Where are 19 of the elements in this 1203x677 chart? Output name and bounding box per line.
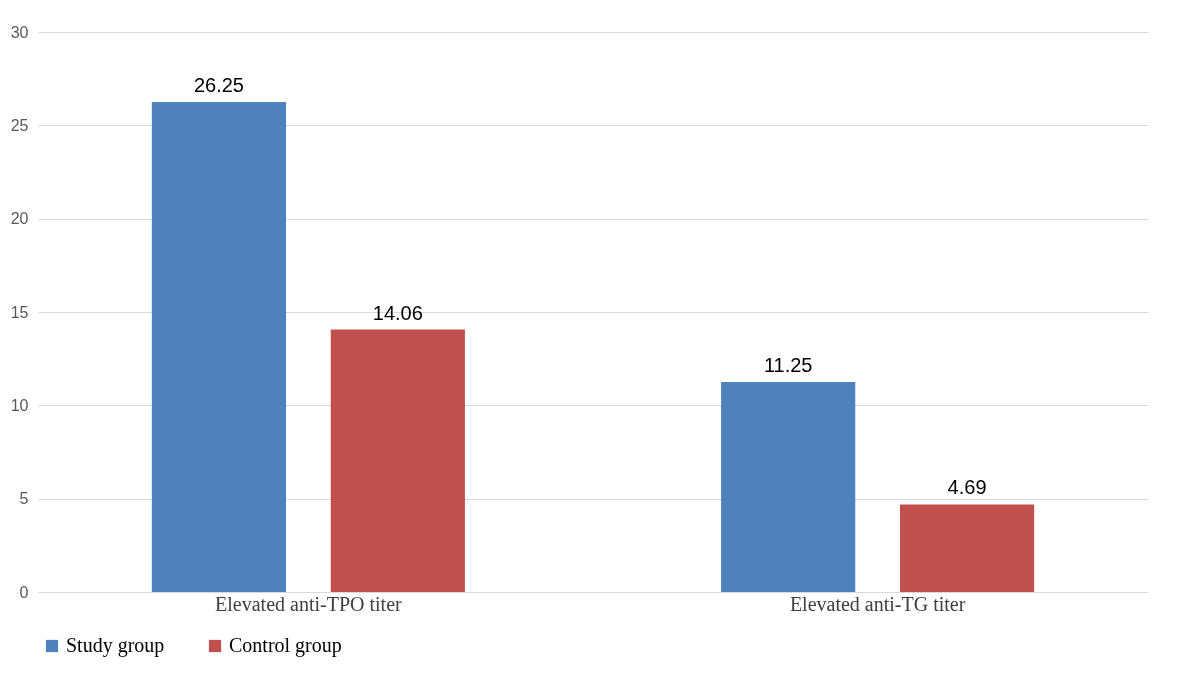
legend-label: Control group bbox=[229, 634, 342, 657]
bar bbox=[330, 329, 465, 592]
bar bbox=[151, 102, 287, 592]
x-tick-label: Elevated anti-TG titer bbox=[789, 592, 966, 615]
bar bbox=[721, 382, 856, 592]
y-tick-label: 10 bbox=[10, 396, 29, 414]
data-label: 4.69 bbox=[947, 476, 987, 499]
y-tick-label: 5 bbox=[19, 490, 29, 508]
y-tick-label: 0 bbox=[19, 583, 29, 601]
y-tick-label: 25 bbox=[10, 116, 29, 134]
data-label: 26.25 bbox=[193, 74, 244, 96]
x-tick-label: Elevated anti-TPO titer bbox=[215, 592, 403, 615]
y-tick-label: 30 bbox=[10, 23, 29, 41]
data-label: 11.25 bbox=[763, 354, 813, 376]
bar bbox=[899, 504, 1035, 592]
legend-label: Study group bbox=[66, 634, 165, 657]
y-tick-label: 15 bbox=[10, 303, 29, 321]
data-label: 14.06 bbox=[372, 301, 423, 324]
y-tick-label: 20 bbox=[10, 210, 29, 228]
